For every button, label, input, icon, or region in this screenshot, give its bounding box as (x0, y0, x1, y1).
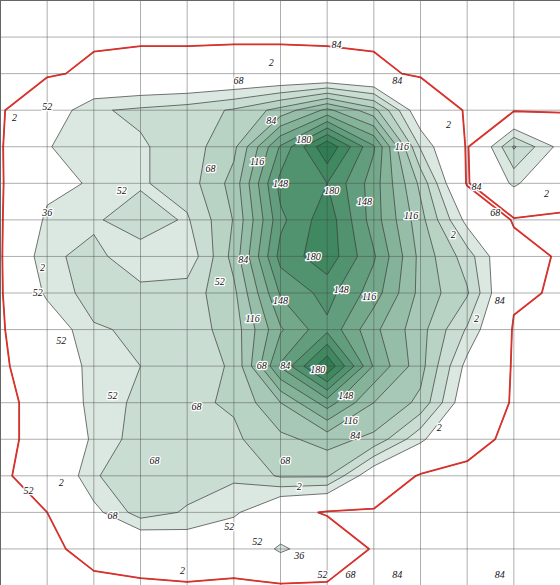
svg-text:68: 68 (150, 455, 160, 466)
svg-text:84: 84 (495, 295, 505, 306)
svg-text:180: 180 (310, 364, 325, 375)
svg-text:116: 116 (343, 415, 357, 426)
svg-text:148: 148 (273, 178, 288, 189)
svg-text:148: 148 (357, 196, 372, 207)
svg-text:2: 2 (269, 57, 274, 68)
svg-text:52: 52 (318, 569, 328, 580)
svg-text:84: 84 (280, 360, 290, 371)
svg-text:2: 2 (446, 119, 451, 130)
svg-text:68: 68 (490, 207, 500, 218)
svg-text:2: 2 (437, 422, 442, 433)
svg-text:84: 84 (238, 254, 248, 265)
svg-text:2: 2 (474, 313, 479, 324)
svg-text:84: 84 (332, 39, 342, 50)
svg-text:116: 116 (404, 210, 418, 221)
svg-text:2: 2 (297, 481, 302, 492)
svg-text:68: 68 (234, 75, 244, 86)
svg-text:148: 148 (334, 284, 349, 295)
svg-text:116: 116 (250, 156, 264, 167)
svg-text:68: 68 (280, 455, 290, 466)
svg-text:52: 52 (42, 101, 52, 112)
svg-text:180: 180 (306, 251, 321, 262)
svg-text:2: 2 (59, 477, 64, 488)
svg-text:84: 84 (392, 569, 402, 580)
svg-text:36: 36 (41, 207, 52, 218)
svg-text:84: 84 (392, 75, 402, 86)
svg-text:36: 36 (293, 550, 304, 561)
svg-text:68: 68 (257, 360, 267, 371)
svg-text:68: 68 (192, 401, 202, 412)
svg-text:52: 52 (24, 485, 34, 496)
svg-text:68: 68 (206, 163, 216, 174)
svg-text:2: 2 (544, 188, 549, 199)
svg-text:84: 84 (495, 569, 505, 580)
svg-text:68: 68 (108, 510, 118, 521)
svg-text:148: 148 (338, 390, 353, 401)
svg-text:2: 2 (451, 229, 456, 240)
svg-text:2: 2 (40, 262, 45, 273)
svg-text:84: 84 (472, 181, 482, 192)
svg-text:52: 52 (33, 287, 43, 298)
svg-text:116: 116 (395, 141, 409, 152)
svg-text:52: 52 (117, 185, 127, 196)
svg-text:180: 180 (324, 185, 339, 196)
svg-text:116: 116 (245, 313, 259, 324)
svg-text:180: 180 (296, 134, 311, 145)
svg-text:148: 148 (273, 295, 288, 306)
svg-text:116: 116 (362, 291, 376, 302)
svg-text:84: 84 (266, 115, 276, 126)
svg-text:2: 2 (12, 112, 17, 123)
svg-text:68: 68 (346, 569, 356, 580)
svg-text:84: 84 (350, 430, 360, 441)
svg-text:52: 52 (108, 390, 118, 401)
svg-text:52: 52 (215, 276, 225, 287)
svg-text:52: 52 (224, 521, 234, 532)
svg-text:2: 2 (180, 565, 185, 576)
svg-text:52: 52 (56, 335, 66, 346)
svg-text:52: 52 (252, 536, 262, 547)
